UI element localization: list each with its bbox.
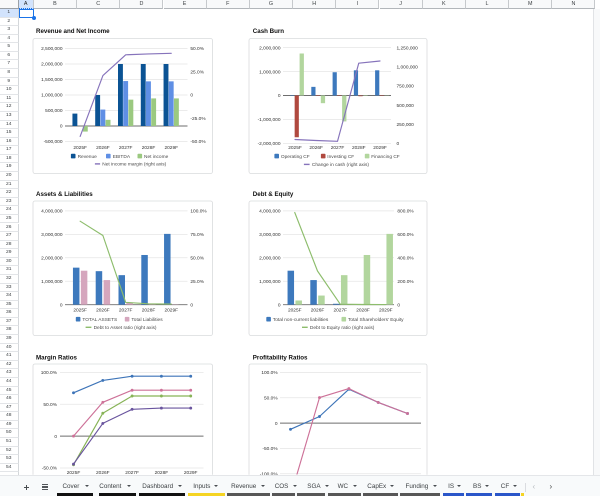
svg-text:EBITDA: EBITDA [113, 154, 131, 160]
svg-text:50.0%: 50.0% [190, 46, 204, 52]
svg-text:Debt to Asset ratio (right axi: Debt to Asset ratio (right axis) [94, 325, 157, 331]
svg-text:2026F: 2026F [96, 470, 110, 476]
svg-text:1,500,000: 1,500,000 [41, 77, 63, 83]
svg-text:2,000,000: 2,000,000 [41, 256, 63, 262]
svg-text:-25.0%: -25.0% [190, 116, 206, 122]
svg-text:-50.0%: -50.0% [262, 446, 278, 452]
svg-text:-100.0%: -100.0% [260, 472, 279, 478]
svg-text:0: 0 [397, 141, 400, 147]
svg-text:75.0%: 75.0% [190, 232, 204, 238]
svg-text:3,000,000: 3,000,000 [41, 232, 63, 238]
svg-text:25.0%: 25.0% [190, 279, 204, 285]
svg-text:Debt & Equity: Debt & Equity [253, 191, 294, 198]
svg-text:500,000: 500,000 [45, 108, 63, 114]
svg-text:2026F: 2026F [311, 308, 325, 314]
svg-text:2027F: 2027F [119, 145, 133, 151]
svg-text:Net income: Net income [144, 154, 169, 160]
svg-text:50.0%: 50.0% [43, 402, 57, 408]
svg-text:2026F: 2026F [309, 145, 323, 151]
svg-text:Change in cash (right axis): Change in cash (right axis) [312, 162, 369, 168]
svg-text:Operating CF: Operating CF [281, 154, 310, 160]
svg-text:-1,000,000: -1,000,000 [258, 117, 281, 123]
svg-text:2029F: 2029F [164, 308, 178, 314]
svg-text:2026F: 2026F [96, 308, 110, 314]
svg-text:Total non-current liabilities: Total non-current liabilities [273, 317, 329, 323]
svg-text:Revenue: Revenue [78, 154, 98, 160]
svg-text:-50.0%: -50.0% [42, 466, 58, 472]
svg-text:1,000,000: 1,000,000 [41, 93, 63, 99]
svg-text:Total Liabilities: Total Liabilities [131, 317, 163, 323]
svg-text:2,000,000: 2,000,000 [41, 62, 63, 68]
svg-text:3,000,000: 3,000,000 [259, 232, 281, 238]
svg-text:250,000: 250,000 [397, 122, 415, 128]
svg-text:2025F: 2025F [73, 308, 87, 314]
svg-text:2028F: 2028F [142, 145, 156, 151]
svg-text:2028F: 2028F [142, 308, 156, 314]
svg-text:Cash Burn: Cash Burn [253, 28, 285, 35]
svg-text:600.0%: 600.0% [397, 232, 414, 238]
svg-text:Debt to Equity ratio (right ax: Debt to Equity ratio (right axis) [310, 325, 375, 331]
svg-text:2025F: 2025F [288, 145, 302, 151]
svg-text:0: 0 [54, 434, 57, 440]
svg-text:2029F: 2029F [184, 470, 198, 476]
svg-text:0: 0 [278, 93, 281, 99]
svg-text:100.0%: 100.0% [190, 209, 207, 215]
svg-text:800.0%: 800.0% [397, 209, 414, 215]
svg-text:0: 0 [275, 421, 278, 427]
svg-text:750,000: 750,000 [397, 84, 415, 90]
svg-text:2027F: 2027F [119, 308, 133, 314]
svg-text:2028F: 2028F [352, 145, 366, 151]
svg-text:1,250,000: 1,250,000 [397, 45, 419, 51]
svg-text:200.0%: 200.0% [397, 279, 414, 285]
svg-text:0: 0 [60, 302, 63, 308]
svg-text:2,500,000: 2,500,000 [41, 46, 63, 52]
svg-text:-500,000: -500,000 [44, 139, 63, 145]
svg-text:0: 0 [397, 302, 400, 308]
svg-text:Total Shareholders’ Equity: Total Shareholders’ Equity [348, 317, 404, 323]
svg-text:2028F: 2028F [356, 308, 370, 314]
svg-text:4,000,000: 4,000,000 [259, 209, 281, 215]
svg-text:50.0%: 50.0% [190, 256, 204, 262]
svg-text:-50.0%: -50.0% [190, 139, 206, 145]
svg-text:2027F: 2027F [125, 470, 139, 476]
svg-text:0: 0 [278, 302, 281, 308]
svg-text:2025F: 2025F [73, 145, 87, 151]
svg-text:1,000,000: 1,000,000 [41, 279, 63, 285]
svg-text:Investing CF: Investing CF [327, 154, 354, 160]
svg-text:-2,000,000: -2,000,000 [258, 141, 281, 147]
svg-text:2029F: 2029F [379, 308, 393, 314]
svg-text:TOTAL ASSETS: TOTAL ASSETS [82, 317, 117, 323]
svg-text:4,000,000: 4,000,000 [41, 209, 63, 215]
svg-text:100.0%: 100.0% [261, 370, 278, 376]
svg-text:2,000,000: 2,000,000 [259, 45, 281, 51]
svg-text:2025F: 2025F [288, 308, 302, 314]
svg-text:2029F: 2029F [373, 145, 387, 151]
svg-text:2026F: 2026F [96, 145, 110, 151]
svg-text:2028F: 2028F [155, 470, 169, 476]
svg-text:100.0%: 100.0% [41, 370, 58, 376]
svg-text:Profitability Ratios: Profitability Ratios [253, 354, 308, 361]
svg-text:500,000: 500,000 [397, 103, 415, 109]
svg-text:0: 0 [190, 302, 193, 308]
svg-text:Net income margin (right axis): Net income margin (right axis) [102, 162, 166, 168]
svg-text:25.0%: 25.0% [190, 69, 204, 75]
svg-text:2,000,000: 2,000,000 [259, 256, 281, 262]
svg-text:Margin Ratios: Margin Ratios [36, 354, 77, 361]
svg-text:1,000,000: 1,000,000 [397, 65, 419, 71]
svg-text:Assets & Liabilities: Assets & Liabilities [36, 191, 93, 198]
svg-text:2027F: 2027F [331, 145, 345, 151]
svg-text:2029F: 2029F [164, 145, 178, 151]
svg-text:50.0%: 50.0% [264, 396, 278, 402]
svg-text:0: 0 [60, 124, 63, 130]
svg-text:1,000,000: 1,000,000 [259, 69, 281, 75]
svg-text:2025F: 2025F [67, 470, 81, 476]
svg-text:2027F: 2027F [333, 308, 347, 314]
svg-text:0: 0 [190, 93, 193, 99]
svg-text:1,000,000: 1,000,000 [259, 279, 281, 285]
svg-text:Financing CF: Financing CF [371, 154, 400, 160]
svg-text:400.0%: 400.0% [397, 256, 414, 262]
svg-text:Revenue and Net Income: Revenue and Net Income [36, 28, 110, 35]
